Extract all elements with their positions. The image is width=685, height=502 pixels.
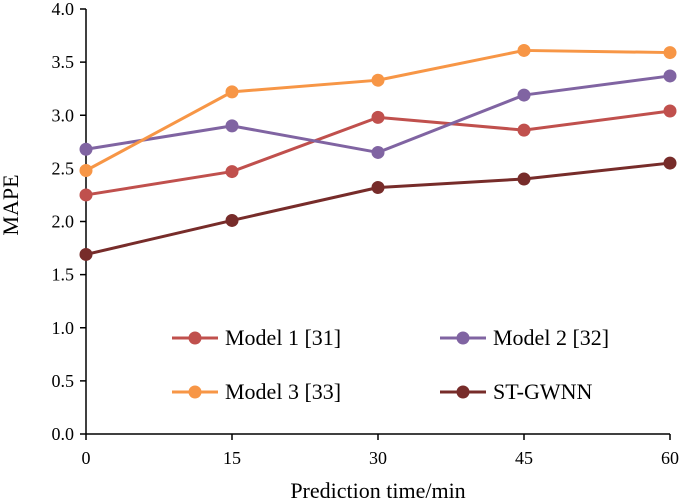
x-axis: 0 15 30 45 60 — [82, 433, 679, 468]
legend-label: Model 1 [31] — [225, 325, 341, 350]
data-point — [225, 165, 239, 179]
y-tick-label: 1.0 — [52, 318, 75, 338]
y-tick-label: 2.0 — [52, 212, 75, 232]
x-tick-label: 60 — [661, 448, 679, 468]
series-layer — [79, 43, 677, 261]
data-point — [225, 119, 239, 133]
legend: Model 1 [31] Model 2 [32] Model 3 [33] ST-G… — [172, 325, 609, 404]
y-tick-label: 0.5 — [52, 371, 75, 391]
series-2 — [79, 69, 677, 159]
data-point — [517, 88, 531, 102]
data-point — [79, 247, 93, 261]
y-axis-title: MAPE — [0, 174, 23, 235]
data-point — [517, 123, 531, 137]
data-point — [371, 145, 385, 159]
y-tick-label: 2.5 — [52, 158, 75, 178]
series-4 — [79, 156, 677, 261]
legend-swatch-marker — [456, 331, 470, 345]
x-tick-label: 0 — [82, 448, 91, 468]
data-point — [371, 110, 385, 124]
legend-label: Model 3 [33] — [225, 379, 341, 404]
data-point — [517, 43, 531, 57]
x-tick-label: 30 — [369, 448, 387, 468]
legend-label: Model 2 [32] — [493, 325, 609, 350]
legend-item: Model 2 [32] — [440, 325, 609, 350]
legend-swatch-marker — [188, 331, 202, 345]
data-point — [663, 69, 677, 83]
y-tick-label: 3.0 — [52, 105, 75, 125]
x-tick-label: 45 — [515, 448, 533, 468]
data-point — [371, 181, 385, 194]
series-line — [85, 161, 671, 256]
legend-swatch-marker — [188, 385, 202, 399]
x-axis-title: Prediction time/min — [290, 478, 465, 502]
series-3 — [79, 43, 677, 177]
y-axis: 0.0 0.5 1.0 1.5 2.0 2.5 3.0 3.5 4.0 — [52, 0, 87, 444]
data-point — [663, 46, 677, 60]
y-tick-label: 1.5 — [52, 265, 75, 285]
data-point — [225, 85, 239, 99]
data-point — [663, 156, 677, 170]
data-point — [79, 164, 93, 177]
data-point — [371, 73, 385, 87]
data-point — [79, 188, 93, 202]
series-1 — [79, 104, 677, 202]
data-point — [663, 104, 677, 118]
x-tick-label: 15 — [223, 448, 241, 468]
legend-item: Model 1 [31] — [172, 325, 341, 350]
legend-label: ST-GWNN — [493, 379, 593, 404]
legend-item: ST-GWNN — [440, 379, 593, 404]
y-tick-label: 0.0 — [52, 424, 75, 444]
data-point — [225, 213, 239, 227]
data-point — [517, 172, 531, 186]
legend-item: Model 3 [33] — [172, 379, 341, 404]
y-tick-label: 3.5 — [52, 52, 75, 72]
legend-swatch-marker — [456, 385, 470, 399]
y-tick-label: 4.0 — [52, 0, 75, 19]
data-point — [79, 142, 93, 156]
